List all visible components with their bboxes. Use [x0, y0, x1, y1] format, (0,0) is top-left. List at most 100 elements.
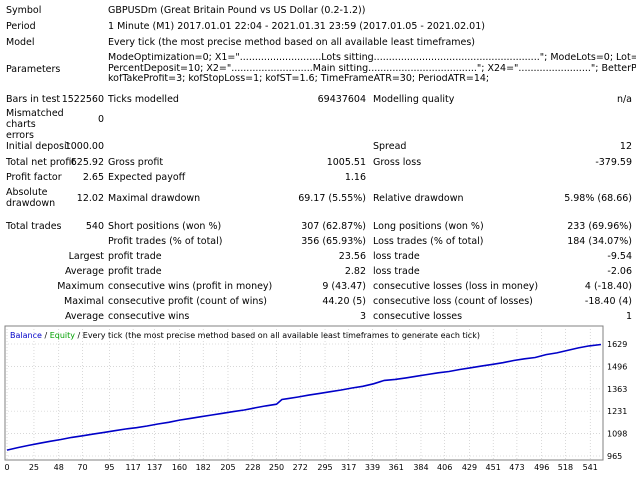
ticks-modelled-value: 69437604 [317, 94, 366, 105]
loss-trades-label: Loss trades (% of total) [373, 236, 484, 247]
profit-trades-label: Profit trades (% of total) [108, 236, 223, 247]
legend-balance: Balance [10, 331, 42, 340]
loss-trades-value: 184 (34.07%) [567, 236, 632, 247]
x-tick-label: 160 [172, 463, 187, 472]
x-tick-label: 95 [104, 463, 114, 472]
maximal-drawdown-value: 69.17 (5.55%) [298, 193, 366, 204]
gross-loss-value: -379.59 [595, 157, 632, 168]
parameters-line-2: PercentDeposit=10; X2=".................… [108, 63, 636, 74]
x-tick-label: 205 [220, 463, 235, 472]
legend-description: Every tick (the most precise method base… [83, 331, 480, 340]
x-tick-label: 48 [54, 463, 64, 472]
modelling-quality-value: n/a [616, 94, 632, 105]
expected-payoff-value: 1.16 [344, 172, 366, 183]
initial-deposit-value: 1000.00 [64, 141, 104, 152]
average-consecutive-wins-label: consecutive wins [108, 311, 190, 322]
largest-loss-label: loss trade [373, 251, 420, 262]
average-prefix: Average [64, 266, 104, 277]
modelling-quality-label: Modelling quality [373, 94, 455, 105]
bars-in-test-label: Bars in test [6, 94, 61, 105]
maximum-losses-value: 4 (-18.40) [584, 281, 632, 292]
profit-factor-label: Profit factor [6, 172, 62, 183]
x-tick-label: 317 [341, 463, 356, 472]
period-value: 1 Minute (M1) 2017.01.01 22:04 - 2021.01… [108, 21, 485, 32]
x-tick-label: 518 [558, 463, 573, 472]
model-value: Every tick (the most precise method base… [108, 37, 476, 48]
chart-frame [4, 325, 604, 461]
x-tick-label: 0 [4, 463, 9, 472]
short-positions-label: Short positions (won %) [108, 221, 222, 232]
spread-value: 12 [619, 141, 632, 152]
x-tick-label: 117 [125, 463, 140, 472]
y-axis-ticks: 1629 1496 1363 1231 1098 965 [607, 340, 627, 461]
x-axis-ticks: 0 25 48 70 95 117 137 160 182 205 228 250 272 295 317 3… [4, 463, 597, 472]
x-tick-label: 182 [196, 463, 211, 472]
y-tick-label: 1363 [607, 385, 627, 394]
average-consecutive-losses-value: 1 [625, 311, 632, 322]
x-tick-label: 295 [317, 463, 332, 472]
average-loss-value: -2.06 [607, 266, 632, 277]
x-tick-label: 473 [509, 463, 524, 472]
legend-separator-1: / [42, 331, 50, 340]
parameters-line-3: kofTakeProfit=3; kofStopLoss=1; kofST=1.… [108, 74, 490, 84]
symbol-value: GBPUSDm (Great Britain Pound vs US Dolla… [108, 5, 366, 16]
average-loss-label: loss trade [373, 266, 420, 277]
maximum-wins-label: consecutive wins (profit in money) [108, 281, 273, 292]
gross-loss-label: Gross loss [373, 157, 422, 168]
balance-series-line [6, 343, 602, 451]
parameters-label: Parameters [6, 64, 61, 75]
maximal-loss-value: -18.40 (4) [584, 296, 632, 307]
x-tick-label: 70 [77, 463, 87, 472]
legend-separator-2: / [75, 331, 83, 340]
largest-profit-label: profit trade [108, 251, 162, 262]
absolute-drawdown-value: 12.02 [76, 193, 104, 204]
long-positions-label: Long positions (won %) [373, 221, 484, 232]
model-label: Model [6, 37, 35, 48]
relative-drawdown-value: 5.98% (68.66) [564, 193, 632, 204]
maximum-wins-value: 9 (43.47) [322, 281, 366, 292]
maximal-profit-value: 44.20 (5) [322, 296, 366, 307]
symbol-label: Symbol [6, 5, 42, 16]
x-tick-label: 451 [486, 463, 501, 472]
mismatched-errors-value: 0 [97, 114, 104, 125]
total-trades-value: 540 [85, 221, 104, 232]
parameters-line-1: ModeOptimization=0; X1="................… [108, 53, 636, 63]
total-net-profit-value: 625.92 [70, 157, 104, 168]
y-tick-label: 1629 [607, 340, 627, 349]
largest-loss-value: -9.54 [607, 251, 632, 262]
x-tick-label: 339 [365, 463, 380, 472]
x-tick-label: 361 [389, 463, 404, 472]
maximum-prefix: Maximum [57, 281, 104, 292]
y-tick-label: 1098 [607, 430, 627, 439]
maximal-drawdown-label: Maximal drawdown [108, 193, 201, 204]
x-tick-label: 384 [413, 463, 428, 472]
mismatched-errors-label: Mismatched charts errors [6, 108, 64, 141]
largest-prefix: Largest [68, 251, 104, 262]
balance-chart: Balance / Equity / Every tick (the most … [4, 325, 627, 472]
legend-equity: Equity [50, 331, 76, 340]
expected-payoff-label: Expected payoff [108, 172, 186, 183]
absolute-drawdown-label: Absolute drawdown [6, 187, 56, 209]
average-profit-value: 2.82 [344, 266, 366, 277]
average-consecutive-prefix: Average [64, 311, 104, 322]
maximal-profit-label: consecutive profit (count of wins) [108, 296, 268, 307]
y-tick-label: 1496 [607, 362, 627, 371]
long-positions-value: 233 (69.96%) [567, 221, 632, 232]
x-tick-label: 137 [147, 463, 162, 472]
period-label: Period [6, 21, 36, 32]
initial-deposit-label: Initial deposit [6, 141, 71, 152]
x-tick-label: 228 [245, 463, 260, 472]
gross-profit-value: 1005.51 [326, 157, 366, 168]
short-positions-value: 307 (62.87%) [301, 221, 366, 232]
average-profit-label: profit trade [108, 266, 162, 277]
maximal-prefix: Maximal [64, 296, 104, 307]
x-tick-label: 25 [29, 463, 39, 472]
profit-trades-value: 356 (65.93%) [301, 236, 366, 247]
average-consecutive-losses-label: consecutive losses [373, 311, 463, 322]
gross-profit-label: Gross profit [108, 157, 164, 168]
ticks-modelled-label: Ticks modelled [108, 94, 179, 105]
y-tick-label: 965 [607, 452, 622, 461]
chart-legend: Balance / Equity / Every tick (the most … [10, 331, 480, 340]
x-tick-label: 272 [293, 463, 308, 472]
bars-in-test-value: 1522560 [61, 94, 104, 105]
